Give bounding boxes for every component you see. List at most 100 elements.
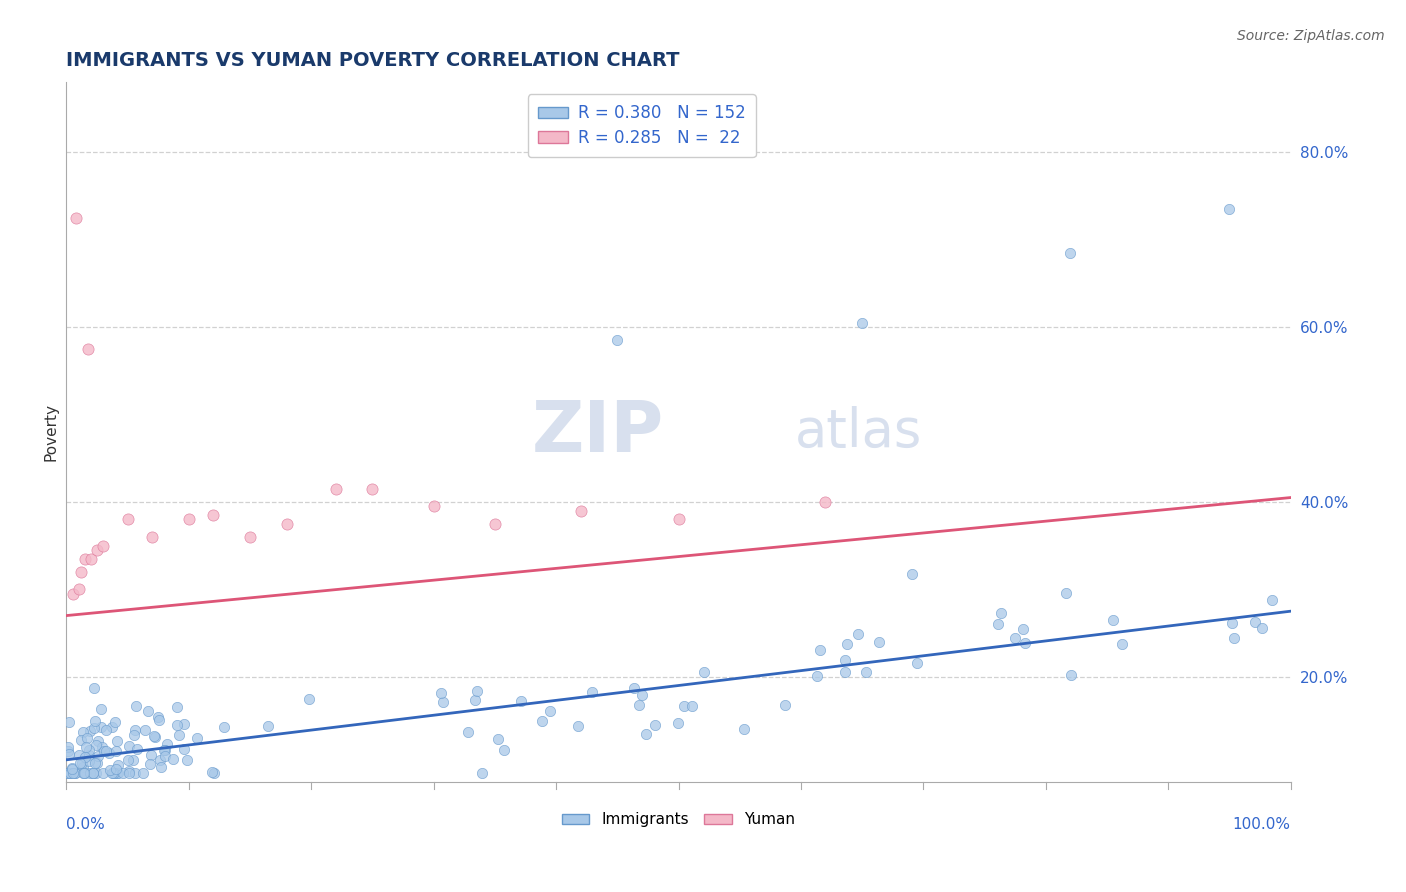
Immigrants bbox=[167, 727, 190, 741]
Immigrants bbox=[907, 656, 929, 670]
Immigrants bbox=[86, 756, 108, 771]
Immigrants bbox=[810, 643, 832, 657]
Immigrants bbox=[1060, 667, 1083, 681]
Immigrants bbox=[76, 731, 98, 745]
Immigrants bbox=[134, 723, 156, 737]
Immigrants bbox=[606, 333, 628, 347]
Immigrants bbox=[70, 756, 93, 770]
Immigrants bbox=[125, 698, 148, 713]
Immigrants bbox=[153, 743, 176, 757]
Yuman bbox=[62, 587, 84, 601]
Yuman bbox=[70, 565, 93, 579]
Immigrants bbox=[107, 765, 129, 780]
Immigrants bbox=[96, 743, 118, 757]
Immigrants bbox=[538, 704, 561, 718]
Immigrants bbox=[150, 760, 173, 774]
Immigrants bbox=[87, 733, 110, 747]
Immigrants bbox=[58, 765, 80, 780]
Immigrants bbox=[127, 741, 149, 756]
Immigrants bbox=[93, 744, 115, 758]
Immigrants bbox=[166, 700, 188, 714]
Immigrants bbox=[846, 627, 869, 641]
Immigrants bbox=[492, 743, 515, 757]
Immigrants bbox=[868, 634, 890, 648]
Immigrants bbox=[124, 723, 146, 738]
Immigrants bbox=[464, 693, 486, 707]
Legend: Immigrants, Yuman: Immigrants, Yuman bbox=[555, 806, 801, 833]
Immigrants bbox=[148, 710, 170, 724]
Immigrants bbox=[90, 721, 112, 735]
Immigrants bbox=[67, 748, 90, 763]
Immigrants bbox=[1223, 631, 1246, 645]
Immigrants bbox=[111, 765, 134, 780]
Immigrants bbox=[139, 748, 162, 763]
Text: 100.0%: 100.0% bbox=[1233, 816, 1291, 831]
Immigrants bbox=[806, 668, 828, 682]
Immigrants bbox=[901, 567, 924, 582]
Text: 0.0%: 0.0% bbox=[66, 816, 105, 831]
Yuman bbox=[239, 530, 262, 544]
Yuman bbox=[361, 482, 384, 496]
Yuman bbox=[73, 551, 96, 566]
Immigrants bbox=[212, 720, 235, 734]
Immigrants bbox=[89, 702, 111, 716]
Immigrants bbox=[98, 746, 121, 760]
Immigrants bbox=[567, 719, 589, 733]
Immigrants bbox=[855, 665, 877, 679]
Immigrants bbox=[60, 762, 83, 776]
Immigrants bbox=[644, 717, 666, 731]
Immigrants bbox=[56, 740, 79, 755]
Immigrants bbox=[79, 723, 101, 738]
Immigrants bbox=[82, 765, 104, 780]
Immigrants bbox=[156, 737, 179, 751]
Immigrants bbox=[72, 760, 94, 774]
Immigrants bbox=[429, 686, 451, 700]
Immigrants bbox=[176, 753, 198, 767]
Immigrants bbox=[139, 757, 162, 772]
Immigrants bbox=[1111, 637, 1133, 651]
Immigrants bbox=[173, 742, 195, 756]
Immigrants bbox=[162, 752, 184, 766]
Immigrants bbox=[58, 744, 80, 758]
Immigrants bbox=[59, 765, 82, 780]
Immigrants bbox=[65, 765, 87, 780]
Yuman bbox=[80, 551, 103, 566]
Immigrants bbox=[118, 764, 141, 778]
Yuman bbox=[484, 516, 506, 531]
Immigrants bbox=[132, 765, 155, 780]
Immigrants bbox=[298, 691, 321, 706]
Yuman bbox=[668, 512, 690, 526]
Yuman bbox=[814, 495, 837, 509]
Yuman bbox=[65, 211, 87, 225]
Immigrants bbox=[77, 743, 100, 757]
Immigrants bbox=[155, 749, 177, 764]
Immigrants bbox=[166, 717, 188, 731]
Immigrants bbox=[432, 695, 454, 709]
Immigrants bbox=[100, 720, 122, 734]
Immigrants bbox=[173, 717, 195, 731]
Text: ZIP: ZIP bbox=[531, 398, 664, 467]
Immigrants bbox=[987, 617, 1010, 632]
Immigrants bbox=[65, 765, 87, 780]
Immigrants bbox=[107, 765, 129, 780]
Immigrants bbox=[1004, 632, 1026, 646]
Immigrants bbox=[733, 722, 755, 736]
Immigrants bbox=[118, 739, 141, 754]
Immigrants bbox=[1059, 245, 1081, 260]
Immigrants bbox=[84, 765, 107, 780]
Immigrants bbox=[256, 718, 278, 732]
Yuman bbox=[67, 582, 90, 597]
Immigrants bbox=[73, 765, 96, 780]
Immigrants bbox=[83, 721, 105, 735]
Immigrants bbox=[70, 733, 93, 747]
Immigrants bbox=[775, 698, 797, 712]
Immigrants bbox=[117, 753, 139, 767]
Immigrants bbox=[107, 758, 129, 772]
Immigrants bbox=[692, 665, 714, 679]
Text: IMMIGRANTS VS YUMAN POVERTY CORRELATION CHART: IMMIGRANTS VS YUMAN POVERTY CORRELATION … bbox=[66, 51, 681, 70]
Immigrants bbox=[75, 739, 97, 754]
Immigrants bbox=[62, 765, 84, 780]
Immigrants bbox=[82, 765, 104, 780]
Immigrants bbox=[104, 715, 127, 730]
Immigrants bbox=[471, 765, 494, 780]
